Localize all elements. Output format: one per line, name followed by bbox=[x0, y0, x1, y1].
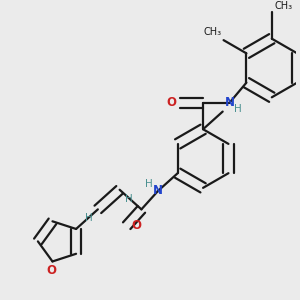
Text: CH₃: CH₃ bbox=[204, 27, 222, 37]
Text: N: N bbox=[224, 96, 235, 110]
Text: H: H bbox=[234, 104, 242, 114]
Text: N: N bbox=[153, 184, 163, 197]
Text: H: H bbox=[85, 213, 93, 223]
Text: H: H bbox=[146, 179, 153, 189]
Text: H: H bbox=[124, 194, 132, 203]
Text: CH₃: CH₃ bbox=[275, 1, 293, 11]
Text: O: O bbox=[46, 264, 56, 277]
Text: O: O bbox=[131, 219, 141, 232]
Text: O: O bbox=[167, 96, 176, 110]
